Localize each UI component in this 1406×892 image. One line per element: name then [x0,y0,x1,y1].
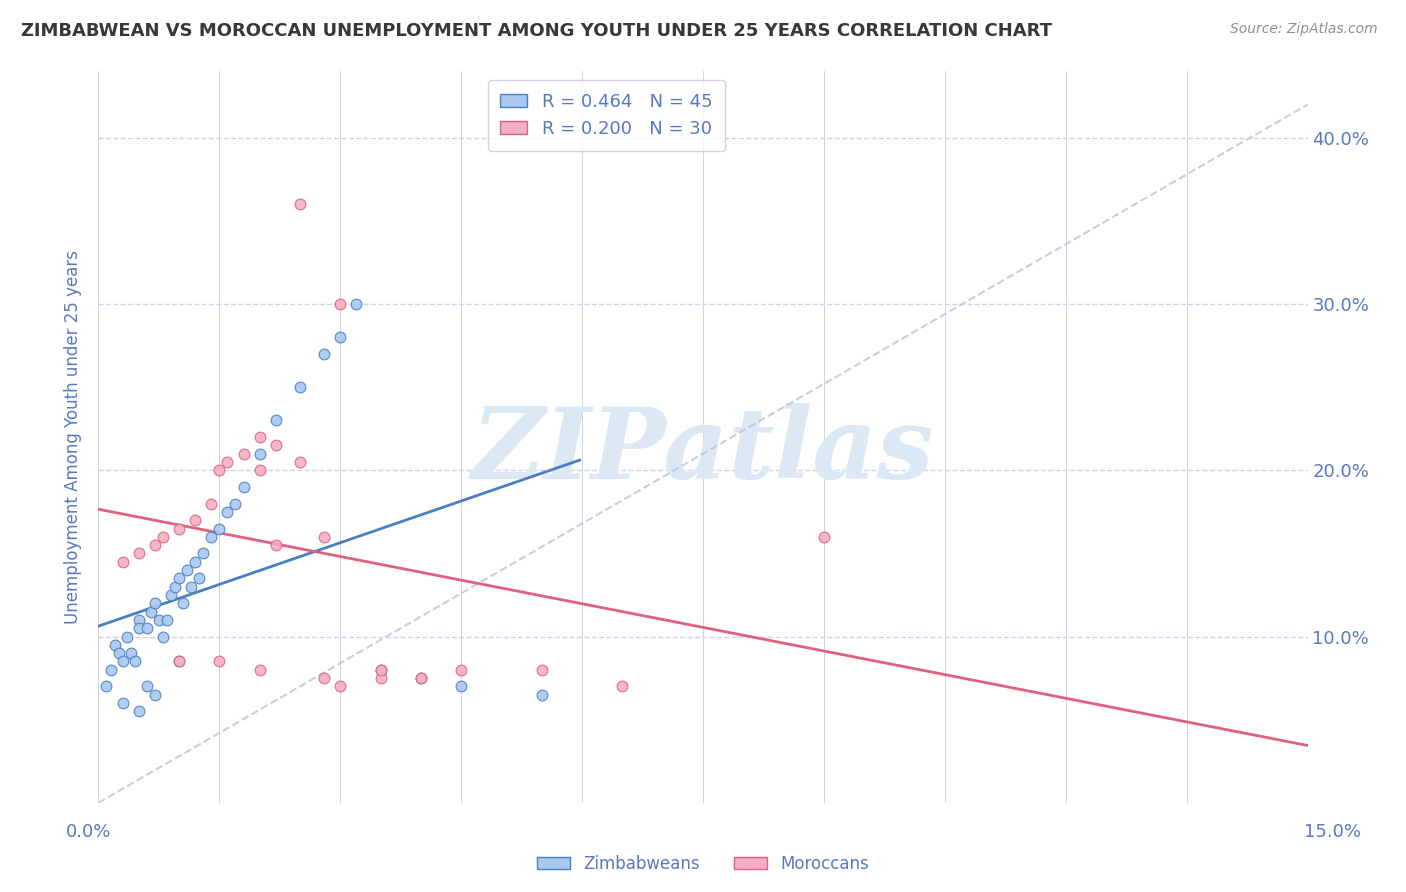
Point [329,680,352,694]
Point [249,663,271,677]
Point [143,538,166,552]
Point [409,671,432,685]
Point [288,197,311,211]
Point [200,530,222,544]
Text: 0.0%: 0.0% [66,822,111,840]
Point [249,447,271,461]
Point [111,696,134,710]
Point [160,588,183,602]
Legend: Zimbabweans, Moroccans: Zimbabweans, Moroccans [530,848,876,880]
Point [450,663,472,677]
Point [148,613,170,627]
Point [167,571,190,585]
Point [232,480,254,494]
Point [329,297,352,311]
Point [184,555,207,569]
Point [329,330,352,344]
Point [530,688,553,702]
Text: ZIMBABWEAN VS MOROCCAN UNEMPLOYMENT AMONG YOUTH UNDER 25 YEARS CORRELATION CHART: ZIMBABWEAN VS MOROCCAN UNEMPLOYMENT AMON… [21,22,1052,40]
Point [167,655,190,669]
Point [156,613,179,627]
Point [103,638,125,652]
Point [224,497,246,511]
Point [152,530,174,544]
Point [288,380,311,394]
Point [200,497,222,511]
Point [172,596,194,610]
Legend: R = 0.464   N = 45, R = 0.200   N = 30: R = 0.464 N = 45, R = 0.200 N = 30 [488,80,725,151]
Point [612,680,634,694]
Point [264,538,287,552]
Point [264,413,287,427]
Point [128,546,150,560]
Point [96,680,118,694]
Point [139,605,162,619]
Point [167,521,190,535]
Y-axis label: Unemployment Among Youth under 25 years: Unemployment Among Youth under 25 years [65,250,83,624]
Point [124,655,146,669]
Point [314,530,336,544]
Point [100,663,122,677]
Point [208,521,231,535]
Point [167,655,190,669]
Point [107,646,129,660]
Point [344,297,367,311]
Point [188,571,211,585]
Point [135,680,157,694]
Point [143,596,166,610]
Point [530,663,553,677]
Point [128,613,150,627]
Point [450,680,472,694]
Point [128,705,150,719]
Point [288,455,311,469]
Point [249,463,271,477]
Point [143,688,166,702]
Point [370,671,392,685]
Point [115,630,138,644]
Point [111,555,134,569]
Point [264,438,287,452]
Point [208,655,231,669]
Text: 15.0%: 15.0% [1305,822,1361,840]
Point [370,663,392,677]
Point [813,530,835,544]
Text: ZIPatlas: ZIPatlas [472,403,934,500]
Text: Source: ZipAtlas.com: Source: ZipAtlas.com [1230,22,1378,37]
Point [180,580,202,594]
Point [232,447,254,461]
Point [111,655,134,669]
Point [217,455,239,469]
Point [128,621,150,635]
Point [135,621,157,635]
Point [120,646,142,660]
Point [409,671,432,685]
Point [184,513,207,527]
Point [370,663,392,677]
Point [176,563,198,577]
Point [217,505,239,519]
Point [152,630,174,644]
Point [314,347,336,361]
Point [163,580,186,594]
Point [208,463,231,477]
Point [249,430,271,444]
Point [314,671,336,685]
Point [193,546,215,560]
